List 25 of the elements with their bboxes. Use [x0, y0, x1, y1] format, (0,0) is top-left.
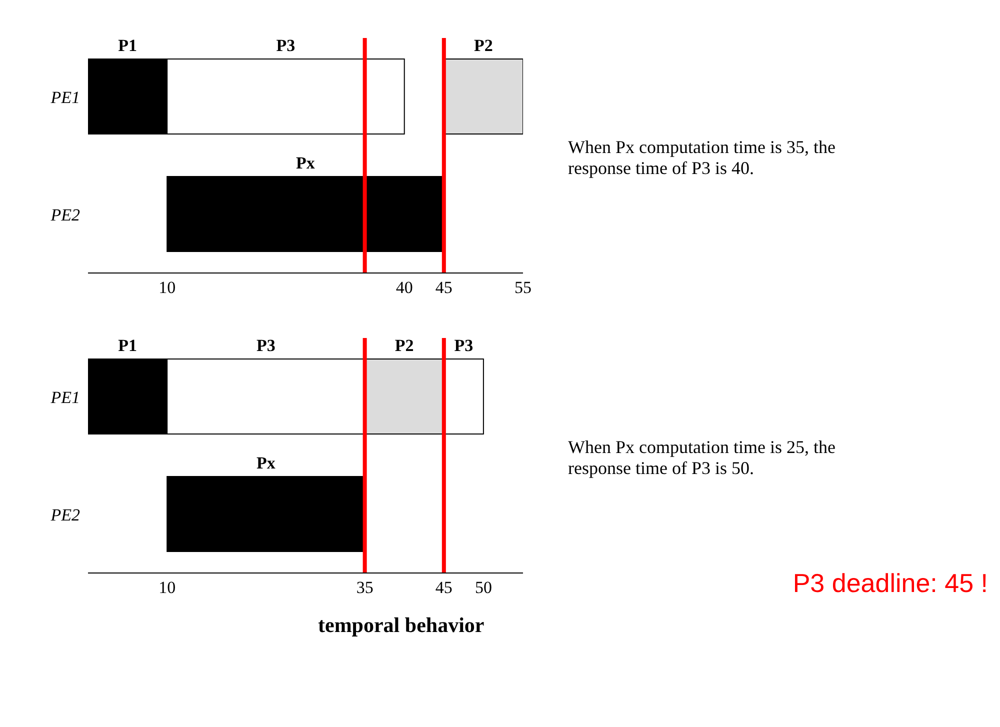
x-tick-label: 35: [356, 578, 374, 598]
series-label: P2: [394, 336, 414, 355]
x-tick-label: 50: [474, 578, 492, 598]
text: temporal behavior: [318, 613, 486, 638]
y-tick-label: PE2: [50, 505, 80, 524]
text: When Px computation time is 35, the response time of P3 is 40.: [568, 137, 836, 178]
y-tick-label: PE1: [50, 88, 80, 107]
x-tick-label: 10: [158, 278, 176, 298]
series-label: P1: [118, 36, 137, 55]
x-tick-label: 45: [435, 578, 452, 598]
x-tick-label: 40: [396, 278, 413, 298]
series-label: P2: [474, 36, 493, 55]
y-tick-label: PE1: [50, 388, 80, 407]
x-tick-label: 55: [514, 278, 532, 298]
ref-line-label: P3 deadline: 45 !: [792, 568, 988, 598]
series-label: P3: [276, 36, 296, 55]
series-label: P1: [118, 336, 137, 355]
text: When Px computation time is 25, the response time of P3 is 50.: [568, 437, 836, 478]
series-label: Px: [256, 454, 276, 472]
x-tick-label: 10: [158, 578, 176, 598]
series-label: P3: [256, 336, 276, 355]
series-label: Px: [296, 154, 316, 172]
series-label: P3: [454, 336, 474, 355]
x-tick-label: 45: [435, 278, 452, 298]
y-tick-label: PE2: [50, 205, 80, 224]
